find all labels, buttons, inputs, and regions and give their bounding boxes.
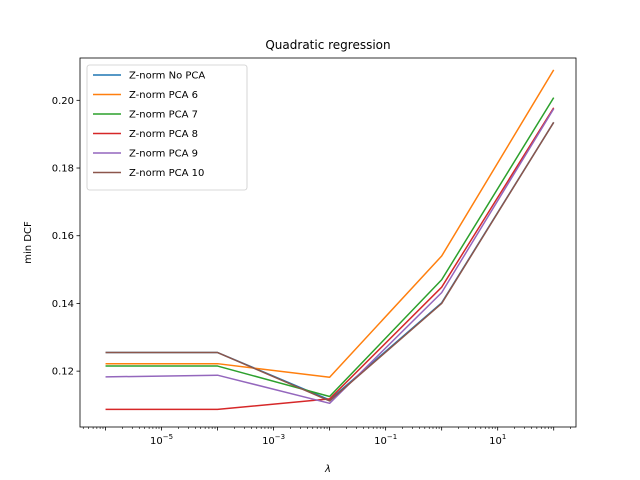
y-tick-label: 0.16 bbox=[52, 231, 74, 242]
series-line-5 bbox=[105, 121, 555, 402]
y-tick-label: 0.14 bbox=[52, 299, 74, 310]
chart-title: Quadratic regression bbox=[265, 38, 390, 52]
series-line-3 bbox=[105, 107, 555, 411]
x-tick-label: 10−5 bbox=[150, 433, 173, 447]
y-axis-label: min DCF bbox=[23, 221, 34, 264]
y-tick-label: 0.18 bbox=[52, 164, 74, 175]
y-tick-label: 0.12 bbox=[52, 367, 74, 378]
legend-entry-label: Z-norm No PCA bbox=[129, 71, 205, 82]
x-tick-label: 101 bbox=[489, 433, 506, 447]
y-axis-ticks: 0.12 0.14 0.16 0.18 0.20 bbox=[52, 96, 80, 378]
x-axis-ticks: 10−5 10−3 10−1 101 bbox=[82, 427, 571, 447]
y-tick-label: 0.20 bbox=[52, 96, 74, 107]
plot-frame bbox=[79, 57, 577, 428]
legend-entry-label: Z-norm PCA 9 bbox=[129, 149, 198, 160]
x-tick-label: 10−3 bbox=[262, 433, 285, 447]
legend-entry-label: Z-norm PCA 6 bbox=[129, 90, 198, 101]
series-line-2 bbox=[105, 97, 555, 398]
plot-lines bbox=[105, 69, 555, 411]
series-line-4 bbox=[105, 108, 555, 405]
legend: Z-norm No PCA Z-norm PCA 6 Z-norm PCA 7 Z-n… bbox=[86, 64, 248, 191]
series-line-1 bbox=[105, 69, 555, 378]
legend-box bbox=[86, 64, 248, 191]
x-axis-label: λ bbox=[324, 464, 331, 475]
legend-entry-label: Z-norm PCA 8 bbox=[129, 129, 198, 140]
x-tick-label: 10−1 bbox=[374, 433, 397, 447]
legend-entry-label: Z-norm PCA 7 bbox=[129, 110, 198, 121]
legend-entry-label: Z-norm PCA 10 bbox=[129, 168, 204, 179]
